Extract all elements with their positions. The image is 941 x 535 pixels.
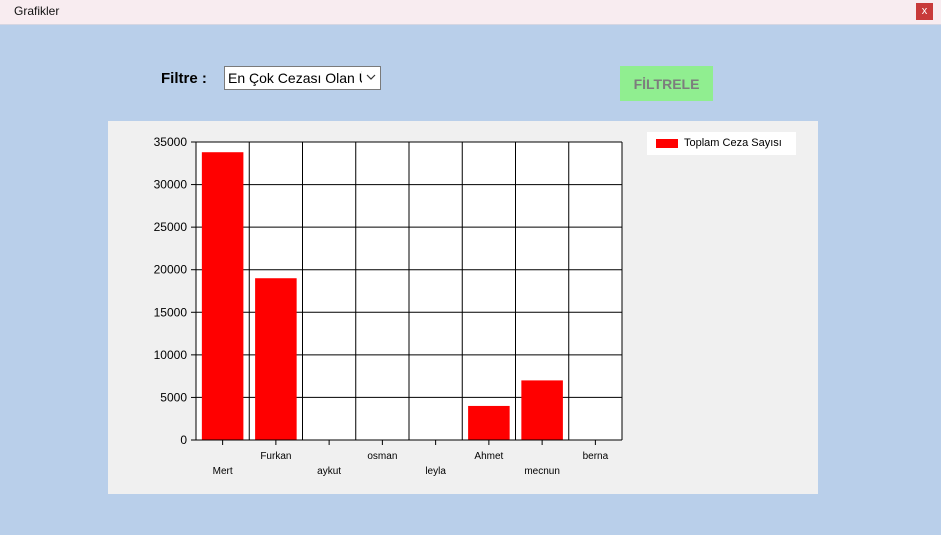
window-title: Grafikler [14, 4, 60, 18]
chart-legend: Toplam Ceza Sayısı [647, 132, 796, 155]
filter-select[interactable]: En Çok Cezası Olan Üye [224, 66, 381, 90]
legend-swatch [656, 139, 678, 148]
close-button[interactable]: x [916, 3, 933, 20]
title-bar: Grafikler x [0, 0, 941, 25]
filter-label: Filtre : [161, 70, 207, 87]
chevron-down-icon [366, 74, 376, 80]
filter-button[interactable]: FİLTRELE [620, 66, 713, 101]
legend-label: Toplam Ceza Sayısı [684, 137, 782, 149]
chart-panel [108, 121, 818, 494]
filter-select-value: En Çok Cezası Olan Üye [228, 70, 362, 86]
